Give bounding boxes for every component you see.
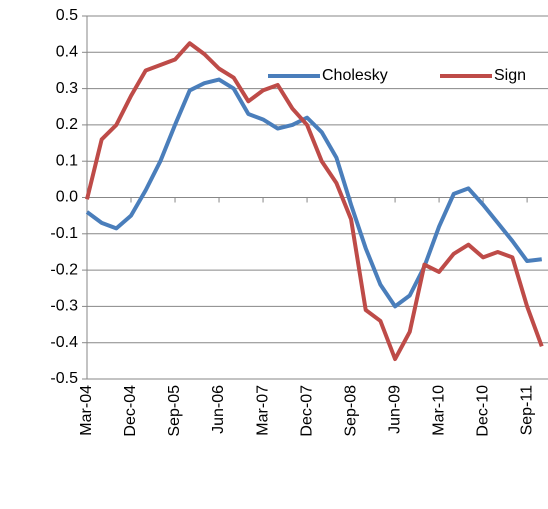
- y-tick-label: 0.4: [56, 44, 78, 61]
- x-tick-label: Sep-11: [518, 385, 535, 436]
- x-tick-label: Dec-04: [122, 385, 139, 437]
- x-tick-label: Dec-07: [298, 385, 315, 437]
- line: [85, 77, 543, 309]
- y-tick-label: 0.2: [56, 116, 78, 133]
- x-tick-label: Jun-06: [210, 385, 227, 434]
- x-tick-label: Mar-07: [254, 385, 271, 436]
- y-tick-label: -0.4: [50, 334, 78, 351]
- x-tick-label: Sep-08: [342, 385, 359, 437]
- y-tick-label: -0.1: [50, 225, 78, 242]
- y-tick-label: -0.3: [50, 298, 78, 315]
- y-tick-label: 0.1: [56, 152, 78, 169]
- legend-label: Cholesky: [322, 67, 388, 84]
- y-tick-label: 0.5: [56, 7, 78, 24]
- x-tick-label: Mar-04: [78, 385, 95, 436]
- legend-label: Sign: [494, 67, 526, 84]
- x-tick-label: Mar-10: [430, 385, 447, 436]
- y-tick-label: -0.2: [50, 261, 78, 278]
- x-tick-label: Jun-09: [386, 385, 403, 434]
- y-tick-label: 0.3: [56, 80, 78, 97]
- x-tick-label: Sep-05: [166, 385, 183, 437]
- line: [85, 41, 544, 362]
- y-tick-label: 0.0: [56, 189, 78, 206]
- x-tick-label: Dec-10: [474, 385, 491, 437]
- y-tick-label: -0.5: [50, 370, 78, 387]
